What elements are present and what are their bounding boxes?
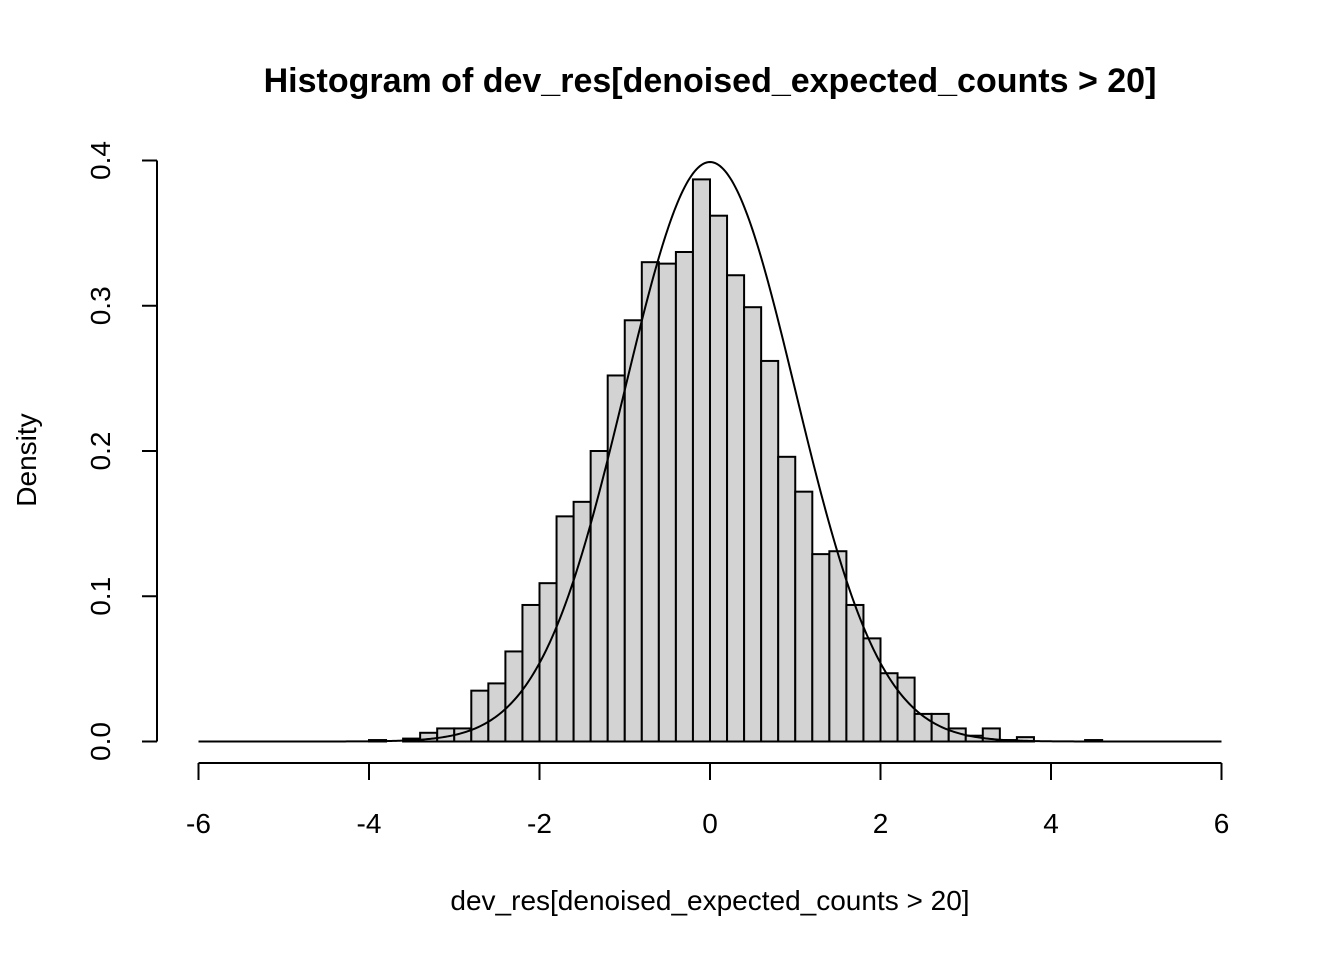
histogram-bar bbox=[828, 550, 848, 743]
histogram-bar bbox=[521, 603, 541, 743]
x-tick-label: 2 bbox=[873, 808, 889, 839]
normal-density-curve bbox=[198, 161, 1222, 743]
x-axis: -6 -4 -2 0 2 4 6 bbox=[186, 762, 1230, 839]
histogram-bar bbox=[930, 712, 950, 743]
histogram-bar bbox=[538, 582, 558, 743]
x-axis-label: dev_res[denoised_expected_counts > 20] bbox=[450, 885, 969, 916]
histogram-bar bbox=[640, 261, 660, 743]
chart-title: Histogram of dev_res[denoised_expected_c… bbox=[264, 62, 1157, 100]
histogram-bar bbox=[726, 274, 746, 743]
y-tick-label: 0.3 bbox=[85, 286, 116, 325]
histogram-bar bbox=[657, 262, 677, 743]
histogram-bar bbox=[777, 455, 797, 743]
x-tick-label: -6 bbox=[186, 808, 211, 839]
histogram-bar bbox=[794, 490, 814, 743]
histogram-bar bbox=[862, 637, 882, 743]
x-tick-label: 0 bbox=[702, 808, 718, 839]
y-tick-label: 0.4 bbox=[85, 141, 116, 180]
y-tick-label: 0.0 bbox=[85, 722, 116, 761]
histogram-bar bbox=[504, 650, 524, 743]
histogram-bar bbox=[845, 603, 865, 743]
histogram-bar bbox=[913, 712, 933, 743]
y-axis: 0.0 0.1 0.2 0.3 0.4 bbox=[85, 141, 158, 761]
x-tick-label: -2 bbox=[527, 808, 552, 839]
histogram-bar bbox=[743, 306, 763, 743]
histogram-bar bbox=[691, 178, 712, 743]
histogram-bar bbox=[470, 689, 490, 743]
histogram-bars bbox=[368, 178, 1104, 743]
histogram-bar bbox=[572, 500, 592, 743]
histogram-bar bbox=[896, 676, 916, 743]
y-tick-label: 0.1 bbox=[85, 577, 116, 616]
histogram-bar bbox=[709, 214, 729, 743]
histogram-bar bbox=[606, 374, 626, 743]
x-tick-label: 4 bbox=[1043, 808, 1059, 839]
histogram-bar bbox=[674, 251, 694, 743]
x-tick-label: 6 bbox=[1214, 808, 1230, 839]
x-tick-label: -4 bbox=[357, 808, 382, 839]
y-axis-label: Density bbox=[11, 413, 42, 506]
histogram-bar bbox=[555, 515, 575, 743]
histogram-bar bbox=[760, 359, 780, 743]
histogram-bar bbox=[811, 553, 831, 743]
histogram-bar bbox=[879, 672, 899, 743]
y-tick-label: 0.2 bbox=[85, 432, 116, 471]
